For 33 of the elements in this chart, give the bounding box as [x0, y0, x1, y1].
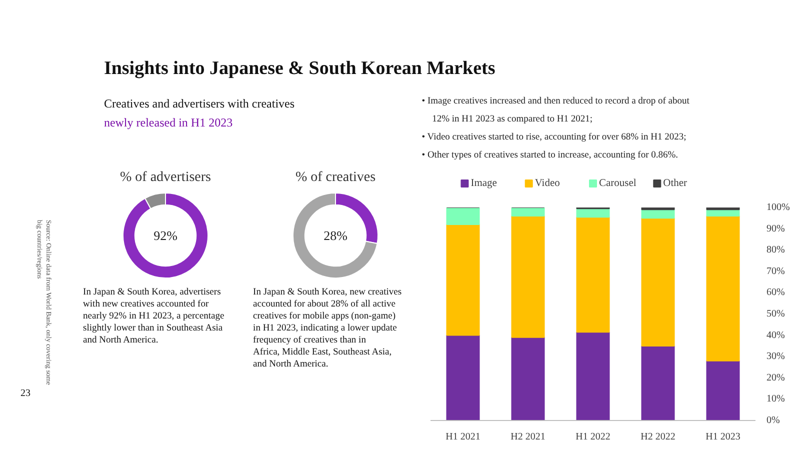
data-label: 28% [324, 228, 348, 244]
y-tick-label: 100% [766, 202, 790, 213]
y-tick-label: 30% [766, 351, 785, 362]
text: In Japan & South Korea, advertisers with new creatives accounted for nearly 92% in H1 2023, a percentage slightly lower than in Southeast Asia and North America. [83, 288, 224, 346]
chart-title: % of creatives [295, 170, 376, 186]
legend-label: Other [663, 178, 688, 189]
x-tick-label: H1 2023 [706, 432, 740, 442]
y-tick-label: 20% [766, 372, 785, 384]
x-tick-label: H1 2022 [576, 432, 610, 442]
y-tick-label: 40% [766, 330, 785, 341]
x-tick-label: H1 2021 [446, 432, 480, 442]
text: In Japan & South Korea, new creatives accounted for about 28% of all active creatives for mobile apps (non-game) in H1 2023, indicating a lower update frequency of creatives than in Africa, Middle East, Southeast Asia, and North America. [253, 288, 402, 370]
chart-title: % of advertisers [120, 170, 211, 186]
y-tick-label: 70% [766, 266, 785, 277]
legend-label: Image [470, 178, 498, 189]
y-tick-label: 80% [766, 244, 785, 256]
text: • Video creatives started to rise, accounting for over 68% in H1 2023; [422, 132, 686, 142]
text: Creatives and advertisers with creatives [104, 96, 295, 110]
text: • Image creatives increased and then reduced to record a drop of about 12% in H1 2023 as compared to H1 2021; [422, 96, 690, 124]
text: Insights into Japanese & South Korean Markets [104, 58, 496, 79]
y-tick-label: 60% [766, 287, 785, 298]
y-tick-label: 10% [766, 394, 785, 405]
text: newly released in H1 2023 [104, 116, 233, 130]
legend-label: Carousel [598, 178, 636, 189]
y-tick-label: 0% [766, 415, 780, 426]
y-tick-label: 50% [766, 308, 785, 320]
x-tick-label: H2 2021 [510, 432, 546, 442]
text: 23 [20, 388, 30, 399]
legend-label: Video [534, 178, 560, 189]
data-label: 92% [154, 228, 178, 244]
y-tick-label: 90% [766, 223, 785, 234]
x-tick-label: H2 2022 [640, 432, 676, 442]
text: • Other types of creatives started to increase, accounting for 0.86%. [422, 150, 678, 160]
